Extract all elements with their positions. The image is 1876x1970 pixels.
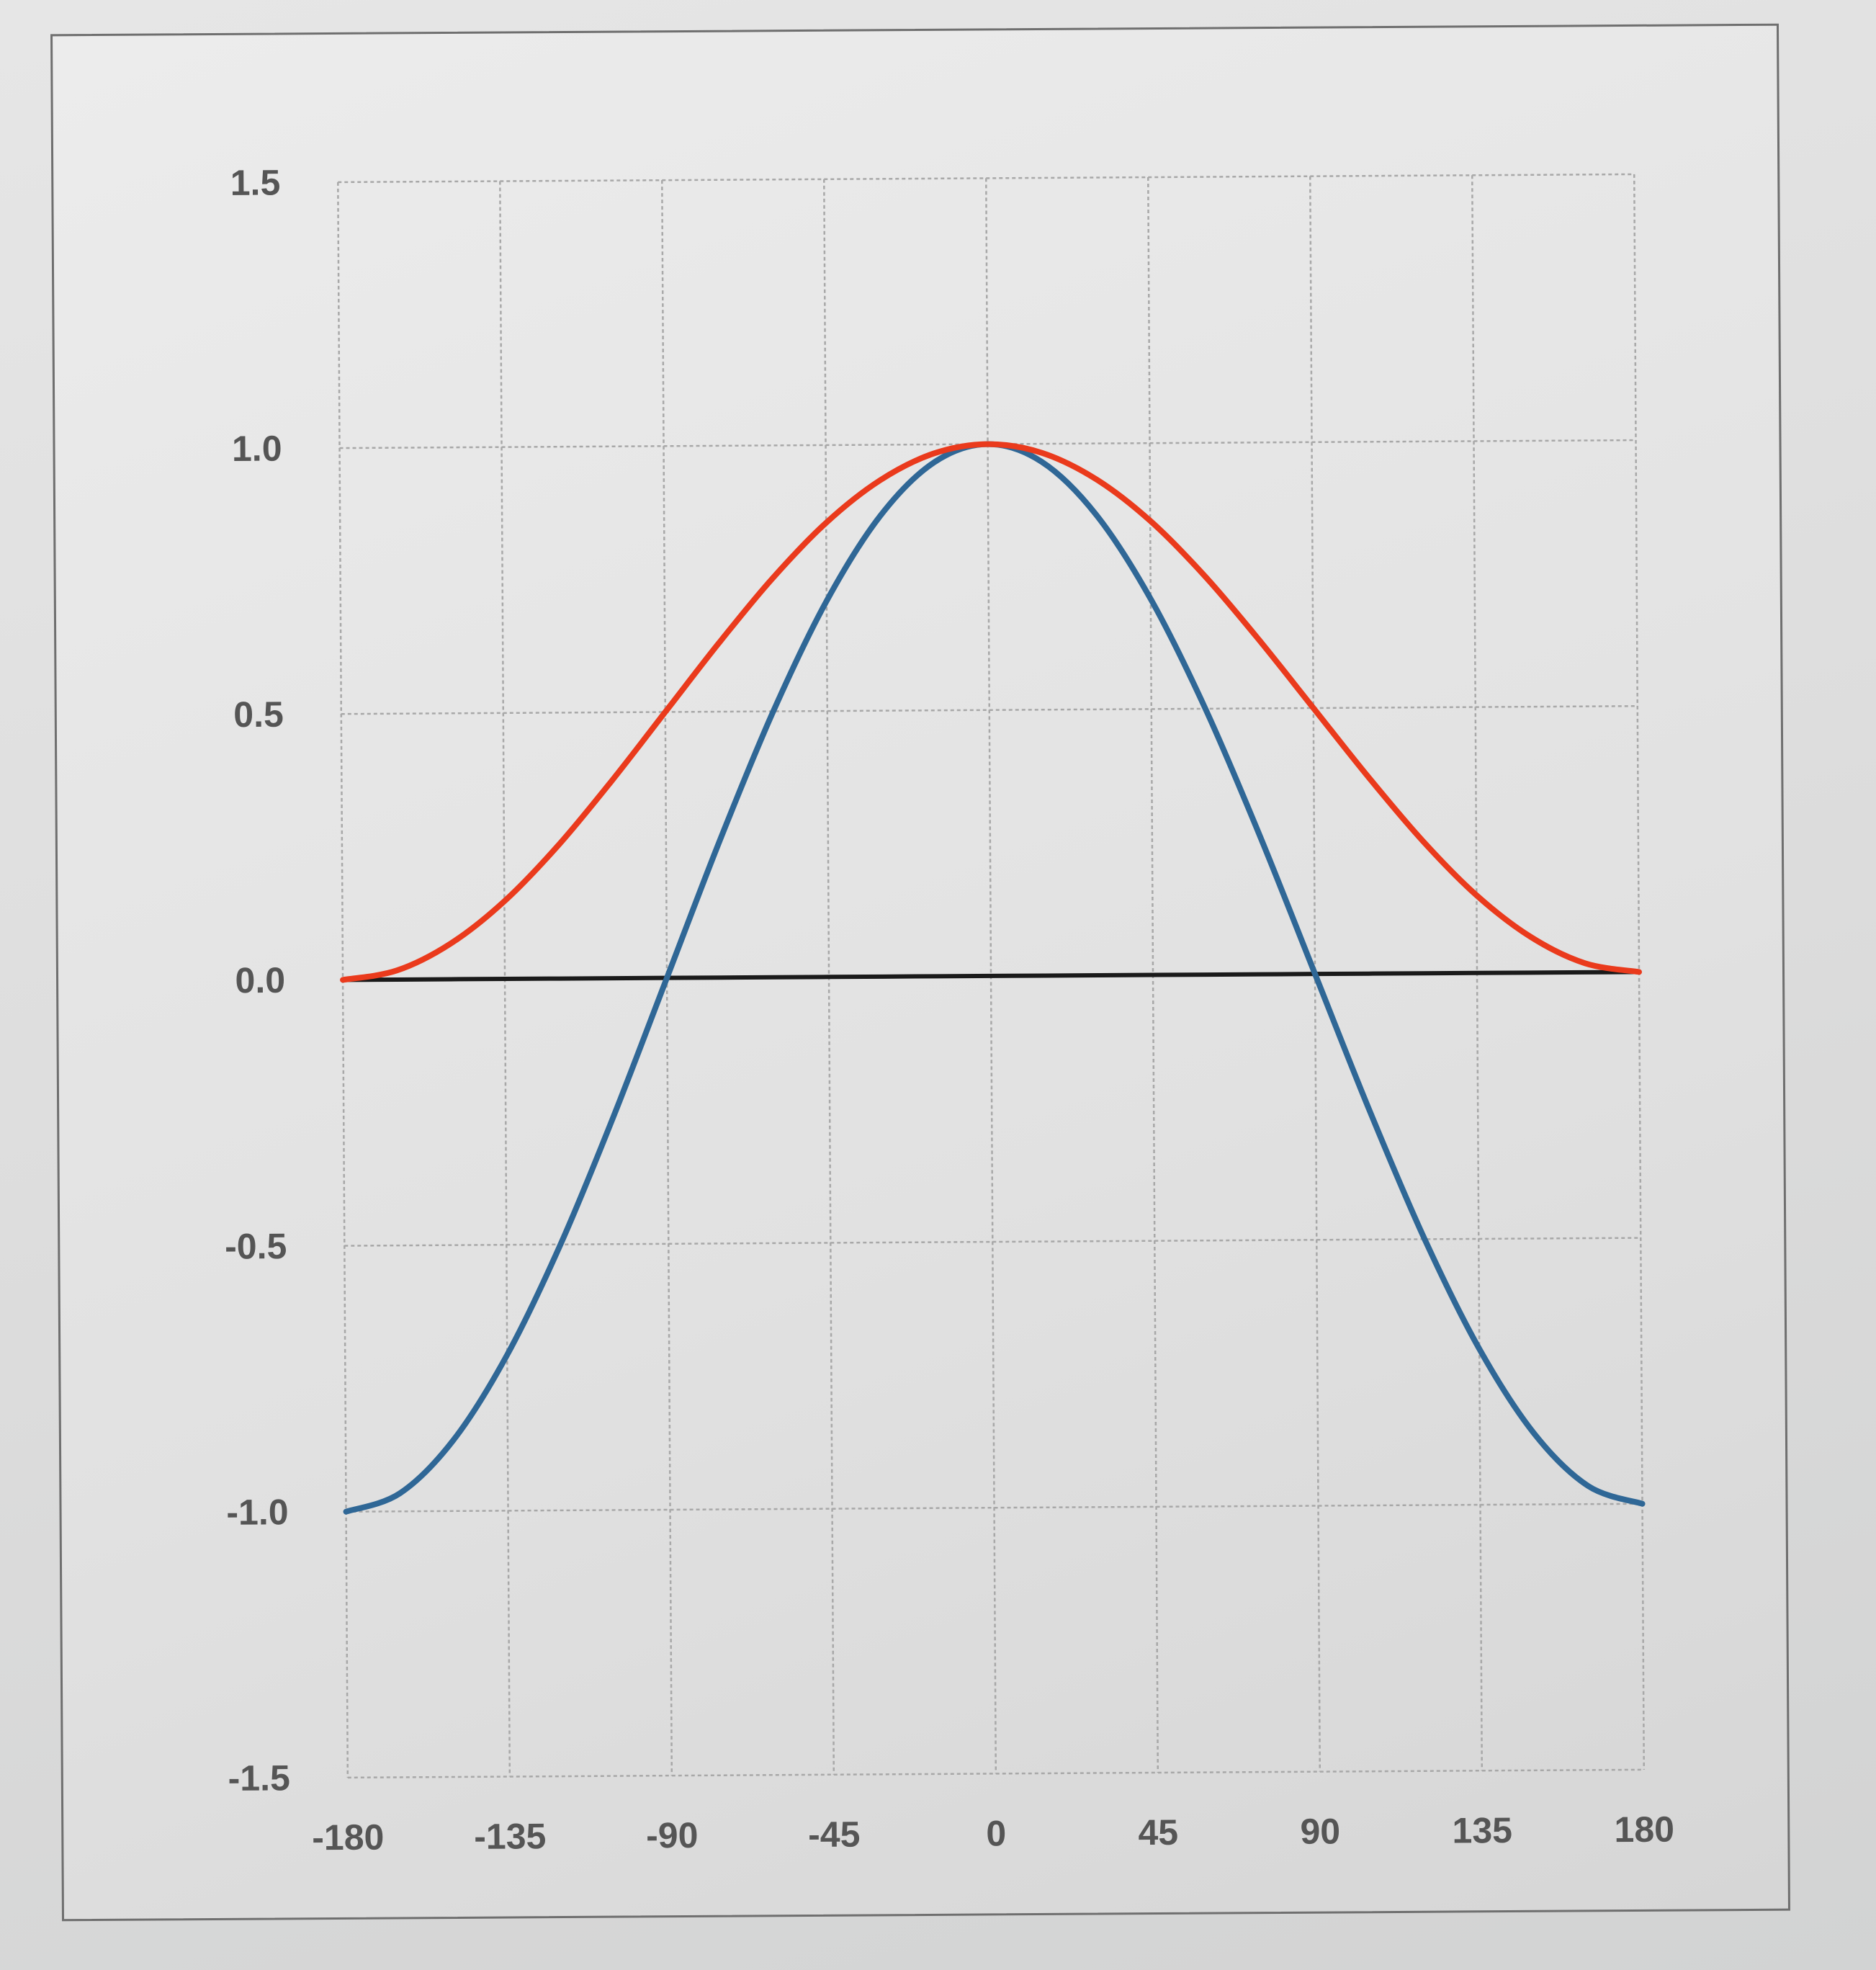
x-tick-label: 0 <box>986 1813 1006 1853</box>
y-tick-label: 1.5 <box>230 162 281 202</box>
line-chart: 1.5 1.0 0.5 0.0 -0.5 -1.0 -1.5 -180 -135 -90 -45 0… <box>225 162 1674 1858</box>
series-line-red <box>340 441 1643 983</box>
y-tick-label: -1.5 <box>228 1758 290 1799</box>
y-tick-label: 1.0 <box>232 429 282 469</box>
x-tick-label: -90 <box>646 1815 699 1855</box>
x-tick-label: -180 <box>312 1817 384 1858</box>
y-tick-label: 0.5 <box>233 694 284 735</box>
grid-line-horizontal <box>346 1503 1643 1513</box>
chart-frame: 1.5 1.0 0.5 0.0 -0.5 -1.0 -1.5 -180 -135 -90 -45 0… <box>50 23 1790 1922</box>
x-tick-label: 45 <box>1138 1812 1178 1853</box>
x-tick-label: -135 <box>474 1816 546 1857</box>
x-tick-label: -45 <box>808 1814 861 1855</box>
y-tick-label: -0.5 <box>225 1226 287 1267</box>
x-axis-ticks: -180 -135 -90 -45 0 45 90 135 180 <box>312 1809 1674 1858</box>
y-tick-label: 0.0 <box>235 960 285 1000</box>
series-line-black <box>341 970 1642 982</box>
x-tick-label: 135 <box>1452 1810 1512 1851</box>
grid-line-horizontal <box>338 173 1635 184</box>
series-layer <box>340 441 1646 1515</box>
y-tick-label: -1.0 <box>226 1492 289 1533</box>
grid-line-horizontal <box>341 704 1638 715</box>
grid-line-horizontal <box>347 1768 1644 1779</box>
x-tick-label: 90 <box>1300 1811 1340 1851</box>
y-axis-ticks: 1.5 1.0 0.5 0.0 -0.5 -1.0 -1.5 <box>225 162 290 1799</box>
x-tick-label: 180 <box>1614 1809 1674 1850</box>
